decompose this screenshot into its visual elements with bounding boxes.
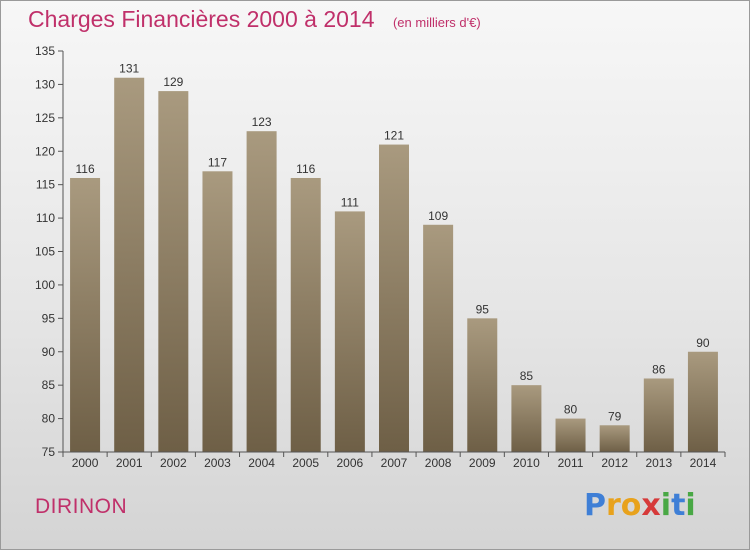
value-label: 80 bbox=[564, 403, 578, 417]
bar-2011 bbox=[555, 418, 586, 452]
x-tick-label: 2004 bbox=[248, 456, 275, 470]
bar-2006 bbox=[334, 211, 365, 452]
bar-2007 bbox=[379, 144, 409, 453]
x-tick-label: 2000 bbox=[72, 456, 99, 470]
y-tick-label: 115 bbox=[36, 178, 55, 192]
brand-letter: i bbox=[660, 488, 672, 523]
brand-letter: x bbox=[641, 488, 661, 523]
value-label: 79 bbox=[608, 409, 622, 423]
value-label: 111 bbox=[341, 195, 360, 209]
x-tick-label: 2009 bbox=[469, 456, 496, 470]
x-tick-label: 2002 bbox=[160, 456, 187, 470]
value-label: 117 bbox=[208, 155, 227, 169]
x-tick-label: 2003 bbox=[204, 456, 231, 470]
bar-2000 bbox=[70, 177, 101, 452]
brand-letter: o bbox=[620, 488, 642, 523]
y-tick-label: 120 bbox=[35, 144, 55, 158]
value-label: 90 bbox=[696, 336, 710, 350]
commune-name: DIRINON bbox=[35, 495, 128, 518]
brand-letter: i bbox=[685, 488, 696, 523]
bar-2014 bbox=[687, 351, 718, 452]
y-tick-label: 85 bbox=[42, 378, 56, 392]
x-tick-label: 2014 bbox=[690, 456, 717, 470]
bar-2009 bbox=[467, 318, 498, 452]
y-tick-label: 90 bbox=[42, 345, 56, 359]
x-tick-label: 2001 bbox=[116, 456, 143, 470]
value-label: 131 bbox=[119, 62, 139, 76]
x-tick-label: 2012 bbox=[601, 456, 628, 470]
y-tick-label: 135 bbox=[35, 44, 55, 58]
bar-2010 bbox=[511, 385, 542, 452]
bar-2005 bbox=[290, 177, 321, 452]
proxiti-logo: Proxiti bbox=[584, 488, 696, 523]
y-tick-label: 130 bbox=[35, 77, 55, 91]
value-label: 109 bbox=[428, 209, 448, 223]
y-tick-label: 110 bbox=[36, 211, 55, 225]
value-label: 95 bbox=[476, 302, 490, 316]
y-tick-label: 100 bbox=[35, 278, 55, 292]
value-label: 86 bbox=[652, 362, 666, 376]
value-label: 123 bbox=[252, 115, 272, 129]
y-tick-label: 75 bbox=[42, 445, 56, 459]
bar-2004 bbox=[246, 131, 277, 452]
x-tick-label: 2011 bbox=[558, 456, 584, 470]
bar-2012 bbox=[599, 425, 630, 452]
y-tick-label: 125 bbox=[35, 111, 55, 125]
x-tick-label: 2013 bbox=[645, 456, 672, 470]
brand-letter: t bbox=[671, 488, 686, 523]
y-tick-label: 95 bbox=[42, 311, 56, 325]
bar-2013 bbox=[643, 378, 674, 452]
brand-letter: P bbox=[584, 488, 606, 523]
brand-letter: r bbox=[606, 488, 621, 523]
x-tick-label: 2010 bbox=[513, 456, 540, 470]
bar-2008 bbox=[423, 224, 454, 452]
y-tick-label: 80 bbox=[42, 412, 56, 426]
title-block: Charges Financières 2000 à 2014 (en mill… bbox=[28, 6, 481, 33]
x-tick-label: 2007 bbox=[381, 456, 408, 470]
value-label: 116 bbox=[75, 162, 94, 176]
bar-2001 bbox=[114, 77, 145, 452]
x-tick-label: 2008 bbox=[425, 456, 452, 470]
x-tick-label: 2005 bbox=[292, 456, 319, 470]
bar-2002 bbox=[158, 91, 189, 452]
x-tick-label: 2006 bbox=[337, 456, 364, 470]
value-label: 129 bbox=[163, 75, 183, 89]
y-tick-label: 105 bbox=[35, 245, 55, 259]
value-label: 121 bbox=[384, 129, 404, 143]
value-label: 85 bbox=[520, 369, 534, 383]
value-label: 116 bbox=[296, 162, 315, 176]
bar-2003 bbox=[202, 171, 233, 453]
chart-title: Charges Financières 2000 à 2014 bbox=[28, 6, 375, 32]
chart-unit: (en milliers d'€) bbox=[392, 15, 481, 30]
